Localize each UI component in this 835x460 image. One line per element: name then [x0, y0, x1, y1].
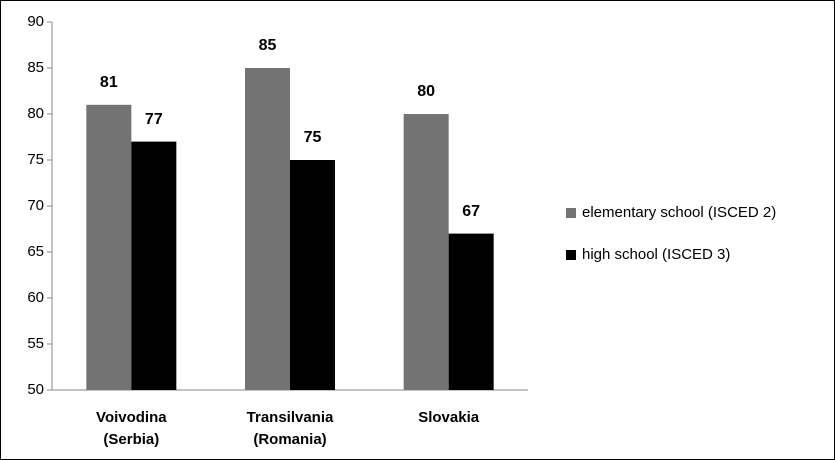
x-tick-label: Transilvania (Romania): [247, 409, 334, 448]
value-label: 81: [100, 74, 118, 91]
y-tick-label: 50: [27, 381, 44, 398]
x-tick-label: Voivodina (Serbia): [96, 409, 167, 448]
y-tick-label: 70: [27, 197, 44, 214]
value-label: 85: [259, 37, 277, 54]
y-tick-label: 55: [27, 335, 44, 352]
y-tick-label: 60: [27, 289, 44, 306]
x-tick-label: Slovakia: [418, 409, 480, 426]
value-label: 80: [417, 83, 435, 100]
y-tick-label: 85: [27, 59, 44, 76]
legend-label: elementary school (ISCED 2): [582, 204, 776, 221]
y-tick-label: 80: [27, 105, 44, 122]
value-label: 77: [145, 111, 163, 128]
bar: [403, 114, 449, 390]
legend-swatch: [566, 208, 576, 218]
bar: [86, 104, 132, 391]
y-tick-label: 65: [27, 243, 44, 260]
legend-swatch: [566, 250, 576, 260]
value-label: 67: [462, 203, 480, 220]
bar: [245, 68, 290, 390]
legend-label: high school (ISCED 3): [582, 246, 730, 263]
bar: [131, 141, 177, 390]
bar: [448, 233, 494, 390]
bar: [290, 160, 335, 390]
y-tick-label: 75: [27, 151, 44, 168]
value-label: 75: [304, 129, 322, 146]
y-tick-label: 90: [27, 13, 44, 30]
